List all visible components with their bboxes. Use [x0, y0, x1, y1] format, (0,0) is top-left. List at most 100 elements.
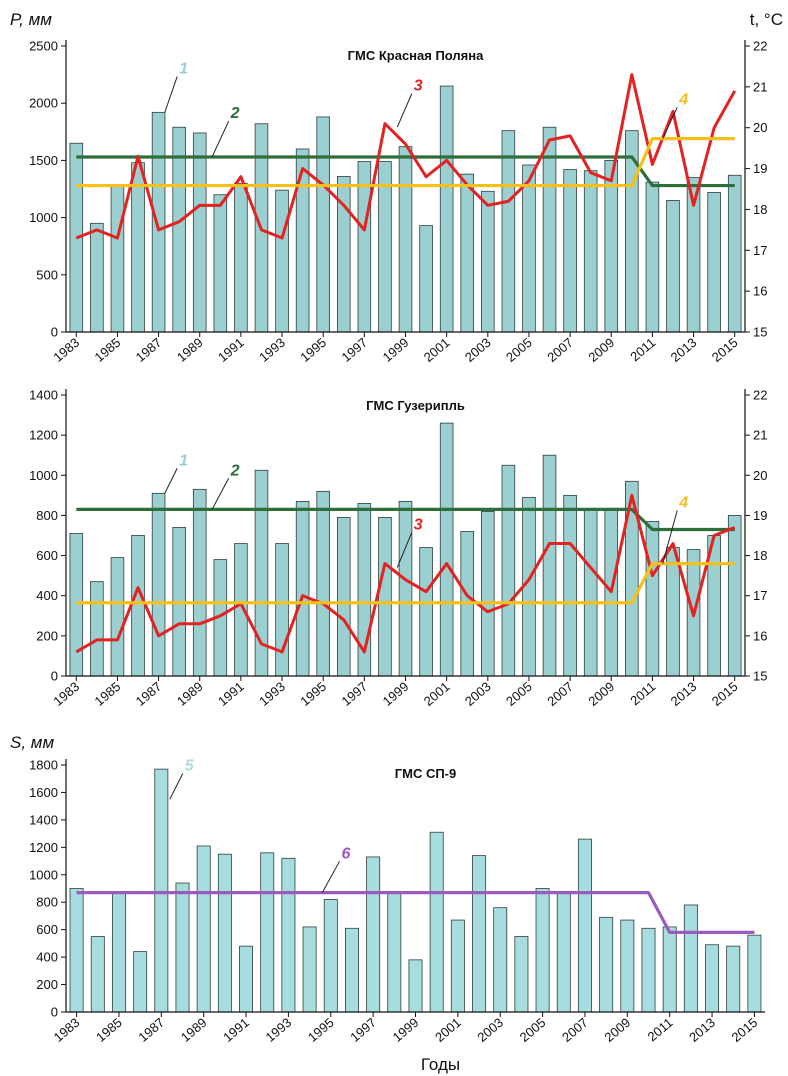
bar-2007 [563, 169, 577, 333]
bar-2011 [662, 926, 677, 1013]
bar-2007 [563, 494, 577, 677]
bar-1998 [378, 517, 392, 677]
x-tick-label: 1997 [338, 679, 370, 709]
y-tick-label: 1200 [29, 840, 58, 855]
label-leader-1 [164, 468, 178, 494]
x-tick-label: 1999 [390, 1015, 422, 1045]
label-leader-5 [169, 773, 184, 800]
bar-2008 [583, 509, 598, 677]
y-tick-label: 1200 [29, 428, 58, 443]
y2-tick-label: 16 [753, 628, 767, 643]
bar-1986 [131, 535, 145, 677]
label-leader-3 [396, 93, 413, 128]
bar-2003 [481, 511, 495, 677]
x-tick-label: 1987 [133, 679, 165, 709]
bar-1990 [213, 194, 228, 333]
x-tick-label: 1997 [338, 335, 370, 365]
series-label-4: 4 [678, 494, 688, 511]
x-tick-label: 1987 [135, 1015, 167, 1045]
bar-1984 [90, 936, 105, 1013]
series-label-3: 3 [414, 78, 423, 95]
bar-2001 [439, 422, 454, 677]
y-tick-label: 1000 [29, 867, 58, 882]
y2-tick-label: 16 [753, 284, 767, 299]
x-tick-label: 2013 [668, 335, 700, 365]
x-tick-label: 1989 [178, 1015, 210, 1045]
chart-title: ГМС Гузерипль [366, 398, 465, 413]
x-tick-label: 2003 [474, 1015, 506, 1045]
series-line-4 [76, 561, 735, 605]
y-tick-label: 0 [51, 669, 58, 684]
bar-1998 [387, 892, 402, 1013]
bar-1992 [260, 852, 275, 1013]
x-tick-label: 2001 [432, 1015, 464, 1045]
y2-tick-label: 21 [753, 428, 767, 443]
x-tick-label: 2005 [503, 679, 535, 709]
y-tick-label: 1500 [29, 153, 58, 168]
y2-tick-label: 18 [753, 548, 767, 563]
x-tick-label: 1999 [380, 335, 412, 365]
y-tick-label: 1800 [29, 758, 58, 773]
bar-2002 [460, 173, 475, 333]
bar-2002 [472, 855, 487, 1013]
bar-2015 [727, 515, 742, 677]
x-tick-label: 1993 [256, 335, 288, 365]
y-axis-title: P, мм [10, 10, 52, 29]
x-tick-label: 2007 [544, 335, 576, 365]
series-line-2 [76, 155, 735, 188]
bar-1999 [398, 146, 413, 333]
chart-title: ГМС СП-9 [395, 766, 457, 781]
x-tick-label: 2007 [544, 679, 576, 709]
bar-1999 [398, 500, 413, 677]
y2-tick-label: 19 [753, 161, 767, 176]
y-tick-label: 0 [51, 1005, 58, 1020]
x-tick-label: 1989 [174, 679, 206, 709]
bar-2004 [514, 936, 529, 1013]
x-tick-label: 2015 [709, 335, 741, 365]
bar-1990 [217, 853, 232, 1013]
bar-1987 [151, 111, 166, 333]
bar-2001 [450, 919, 465, 1013]
y-tick-label: 1000 [29, 210, 58, 225]
series-label-4: 4 [678, 91, 688, 108]
label-leader-4 [662, 107, 678, 139]
y2-tick-label: 17 [753, 243, 767, 258]
y2-tick-label: 15 [753, 325, 767, 340]
bar-2004 [501, 464, 516, 677]
x-tick-label: 2011 [627, 679, 658, 708]
bar-1999 [408, 959, 423, 1013]
series-line-3 [75, 493, 736, 654]
label-leader-3 [396, 532, 413, 568]
x-tick-label: 2015 [709, 679, 741, 709]
series-label-3: 3 [414, 516, 423, 533]
bar-2000 [429, 831, 444, 1013]
bar-1996 [344, 927, 359, 1013]
bar-2014 [707, 192, 721, 333]
y-axis-title: S, мм [10, 733, 54, 752]
series-label-1: 1 [179, 452, 188, 469]
y-tick-label: 2500 [29, 39, 58, 54]
x-tick-label: 2009 [585, 335, 617, 365]
bar-2012 [666, 547, 680, 677]
y-tick-label: 0 [51, 325, 58, 340]
bar-2003 [481, 190, 495, 333]
x-tick-label: 2005 [517, 1015, 549, 1045]
bar-1994 [295, 500, 310, 677]
bar-1995 [316, 490, 330, 677]
series-line-2 [76, 507, 735, 532]
bar-2000 [419, 547, 433, 677]
x-tick-label: 2013 [686, 1015, 718, 1045]
x-tick-label: 1991 [215, 679, 247, 709]
y2-tick-label: 15 [753, 669, 767, 684]
series-line-6 [76, 891, 755, 935]
x-tick-label: 2003 [462, 335, 494, 365]
x-tick-label: 2003 [462, 679, 494, 709]
bar-2013 [705, 944, 720, 1013]
bar-2001 [439, 85, 454, 333]
bar-1995 [323, 899, 338, 1013]
x-axis-title: Годы [421, 1055, 460, 1074]
y-tick-label: 1000 [29, 468, 58, 483]
bar-1987 [154, 768, 169, 1013]
bar-2007 [577, 838, 592, 1013]
